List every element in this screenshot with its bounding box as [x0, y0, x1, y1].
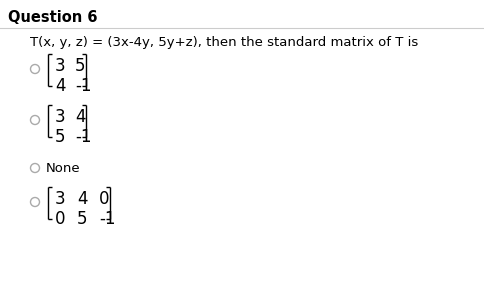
Text: Question 6: Question 6 [8, 10, 97, 25]
Text: 4: 4 [55, 77, 65, 95]
Text: 0: 0 [99, 190, 109, 208]
Text: None: None [46, 162, 81, 175]
Text: 3: 3 [55, 108, 66, 126]
Text: 5: 5 [77, 210, 88, 228]
Text: 4: 4 [77, 190, 88, 208]
Text: 0: 0 [55, 210, 65, 228]
Text: -1: -1 [75, 77, 91, 95]
Text: 5: 5 [55, 128, 65, 146]
Text: 4: 4 [75, 108, 86, 126]
Text: 3: 3 [55, 57, 66, 75]
Text: T(x, y, z) = (3x-4y, 5y+z), then the standard matrix of T is: T(x, y, z) = (3x-4y, 5y+z), then the sta… [30, 36, 418, 49]
Text: -1: -1 [75, 128, 91, 146]
Text: 5: 5 [75, 57, 86, 75]
Text: 3: 3 [55, 190, 66, 208]
Text: -1: -1 [99, 210, 116, 228]
